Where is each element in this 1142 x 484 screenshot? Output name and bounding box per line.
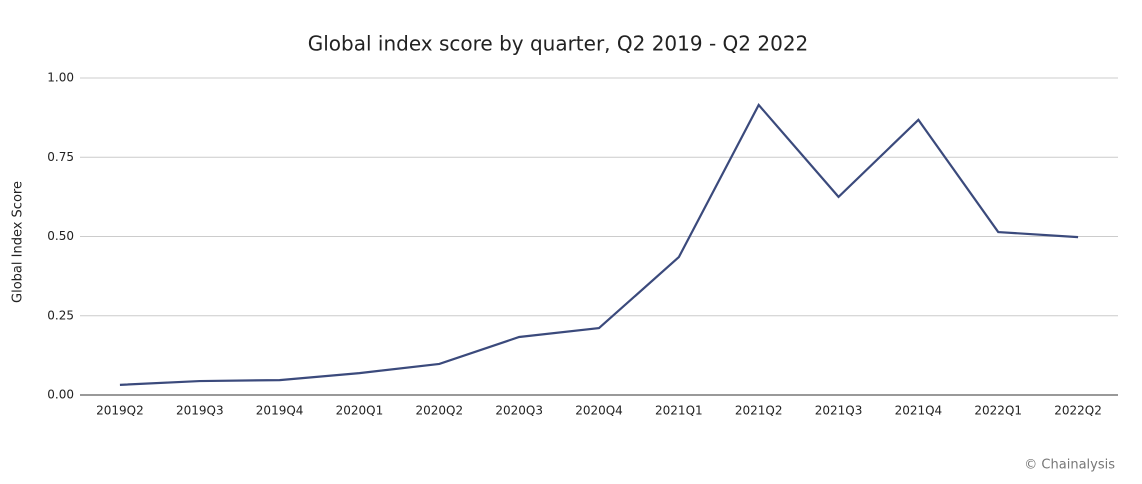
x-tick-label: 2020Q3 <box>495 404 543 418</box>
x-tick-label: 2019Q2 <box>96 404 144 418</box>
x-tick-label: 2021Q3 <box>815 404 863 418</box>
chart-title: Global index score by quarter, Q2 2019 -… <box>308 32 809 56</box>
y-tick-label: 0.50 <box>47 229 74 243</box>
x-tick-label: 2020Q4 <box>575 404 623 418</box>
x-tick-label: 2019Q4 <box>256 404 304 418</box>
x-tick-label: 2020Q1 <box>336 404 384 418</box>
x-tick-label: 2019Q3 <box>176 404 224 418</box>
y-axis-label: Global Index Score <box>11 181 26 303</box>
y-tick-label: 0.25 <box>47 308 74 322</box>
x-tick-label: 2022Q2 <box>1054 404 1102 418</box>
x-tick-label: 2020Q2 <box>415 404 463 418</box>
x-tick-label: 2022Q1 <box>974 404 1022 418</box>
line <box>119 103 1079 386</box>
x-tick-label: 2021Q4 <box>895 404 943 418</box>
x-tick-label: 2021Q1 <box>655 404 703 418</box>
source: © Chainalysis <box>1024 458 1115 473</box>
y-tick-label: 1.00 <box>47 71 74 85</box>
y-tick-label: 0.00 <box>47 388 74 402</box>
y-tick-label: 0.75 <box>47 150 74 164</box>
x-tick-label: 2021Q2 <box>735 404 783 418</box>
